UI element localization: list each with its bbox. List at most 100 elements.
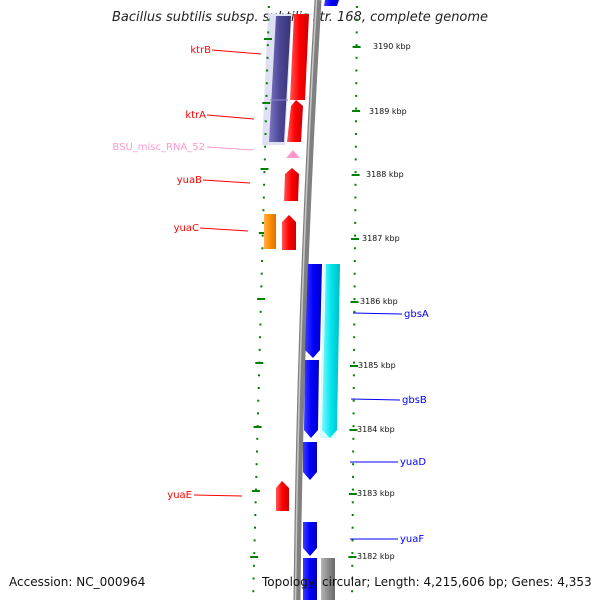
tick-major [348, 556, 357, 558]
tick-dot [264, 133, 267, 135]
tick-dot [353, 247, 356, 250]
tick-dot [352, 475, 354, 478]
tick-dot [354, 183, 357, 186]
gene-yuaF-arrow[interactable] [303, 522, 317, 556]
tick-dot [352, 387, 355, 389]
label-leader [206, 114, 255, 120]
tick-dot [252, 577, 255, 580]
tick-major [352, 46, 361, 48]
tick-dot [253, 539, 256, 542]
gene-label-gbsB[interactable]: gbsB [402, 395, 427, 406]
tick-dot [252, 564, 255, 567]
kbp-label: 3190 kbp [373, 42, 411, 51]
topology-label: Topology: circular; Length: 4,215,606 bp… [262, 575, 592, 589]
tick-dot [355, 94, 358, 97]
tick-dot [354, 145, 357, 148]
tick-dot [353, 272, 356, 275]
gene-label-ktrA[interactable]: ktrA [185, 110, 206, 121]
tick-dot [355, 31, 358, 34]
tick-dot [265, 94, 268, 97]
gene-label-yuaB[interactable]: yuaB [177, 175, 202, 186]
tick-dot [351, 590, 354, 593]
kbp-label: 3188 kbp [366, 170, 404, 179]
backbone-highlight [294, 0, 318, 600]
reverse-cds-track [276, 14, 309, 511]
tick-marks [250, 6, 361, 593]
gene-ktrA-arrow[interactable] [287, 100, 303, 142]
accession-label: Accession: NC_000964 [9, 575, 146, 589]
tick-dot [259, 336, 261, 339]
gene-label-ktrB[interactable]: ktrB [190, 45, 211, 56]
gene-yuaD-arrow[interactable] [303, 442, 317, 480]
tick-dot [266, 44, 269, 47]
tick-dot [267, 18, 270, 21]
gene-yuaB-arrow[interactable] [284, 168, 299, 201]
gene-label-yuaC[interactable]: yuaC [174, 223, 199, 234]
label-leader [211, 49, 262, 55]
tick-major [348, 493, 357, 495]
tick-dot [255, 463, 258, 466]
tick-dot [254, 526, 256, 529]
gene-yuaC-arrow[interactable] [282, 215, 296, 250]
tick-dot [351, 539, 354, 542]
tick-dot [352, 374, 355, 377]
tick-dot [258, 374, 260, 377]
gene-ktrB-arrow[interactable] [290, 14, 309, 100]
tick-dot [261, 260, 264, 262]
tick-dot [354, 171, 357, 174]
tick-dot [253, 552, 256, 555]
tick-dot [352, 450, 355, 453]
tick-dot [355, 120, 357, 123]
tick-dot [257, 399, 260, 402]
tick-dot [260, 285, 263, 288]
orf-feature-cyan [322, 264, 340, 438]
tick-dot [351, 564, 354, 567]
tick-dot [259, 323, 262, 326]
orf-feature [269, 16, 291, 142]
gene-gbsA-arrow[interactable] [305, 264, 322, 358]
tick-major [262, 102, 271, 104]
tick-major [258, 232, 267, 234]
tick-dot [265, 82, 268, 85]
tick-major [349, 429, 358, 431]
tick-major [255, 362, 264, 364]
tick-major [351, 174, 360, 176]
gene-label-BSU_misc_RNA_52[interactable]: BSU_misc_RNA_52 [112, 142, 205, 153]
kbp-label: 3184 kbp [357, 425, 395, 434]
tick-dot [353, 285, 356, 288]
kbp-label: 3189 kbp [369, 107, 407, 116]
tick-major [350, 365, 358, 367]
kbp-label: 3182 kbp [357, 552, 395, 561]
tick-dot [265, 107, 268, 110]
gene-label-gbsA[interactable]: gbsA [404, 309, 429, 320]
orf-forward-track [321, 264, 340, 600]
gene-label-yuaD[interactable]: yuaD [400, 457, 426, 468]
gene-bottom-arrow[interactable] [303, 558, 317, 600]
tick-dot [353, 298, 356, 301]
tick-dot [351, 577, 354, 580]
tick-major [264, 38, 272, 40]
gene-BSU_misc_RNA_52-arrow[interactable] [286, 150, 300, 158]
gene-label-yuaF[interactable]: yuaF [400, 534, 424, 545]
kbp-label: 3185 kbp [358, 361, 396, 370]
tick-dot [261, 234, 264, 237]
tick-major [351, 238, 359, 240]
tick-dot [352, 412, 355, 415]
tick-major [350, 301, 359, 303]
label-leader [199, 227, 249, 232]
tick-dot [353, 336, 356, 339]
gene-top-arrow[interactable] [324, 0, 339, 6]
orf-feature-gray [321, 558, 335, 600]
tick-dot [353, 260, 356, 262]
gene-gbsB-arrow[interactable] [304, 360, 319, 438]
tick-dot [267, 31, 270, 34]
orf-feature-orange [264, 214, 276, 249]
tick-dot [352, 437, 355, 440]
gene-label-yuaE[interactable]: yuaE [167, 490, 192, 501]
forward-cds-track [303, 0, 339, 600]
tick-dot [354, 221, 357, 224]
gene-yuaE-arrow[interactable] [276, 481, 289, 511]
tick-dot [352, 425, 355, 428]
tick-major [352, 110, 361, 112]
